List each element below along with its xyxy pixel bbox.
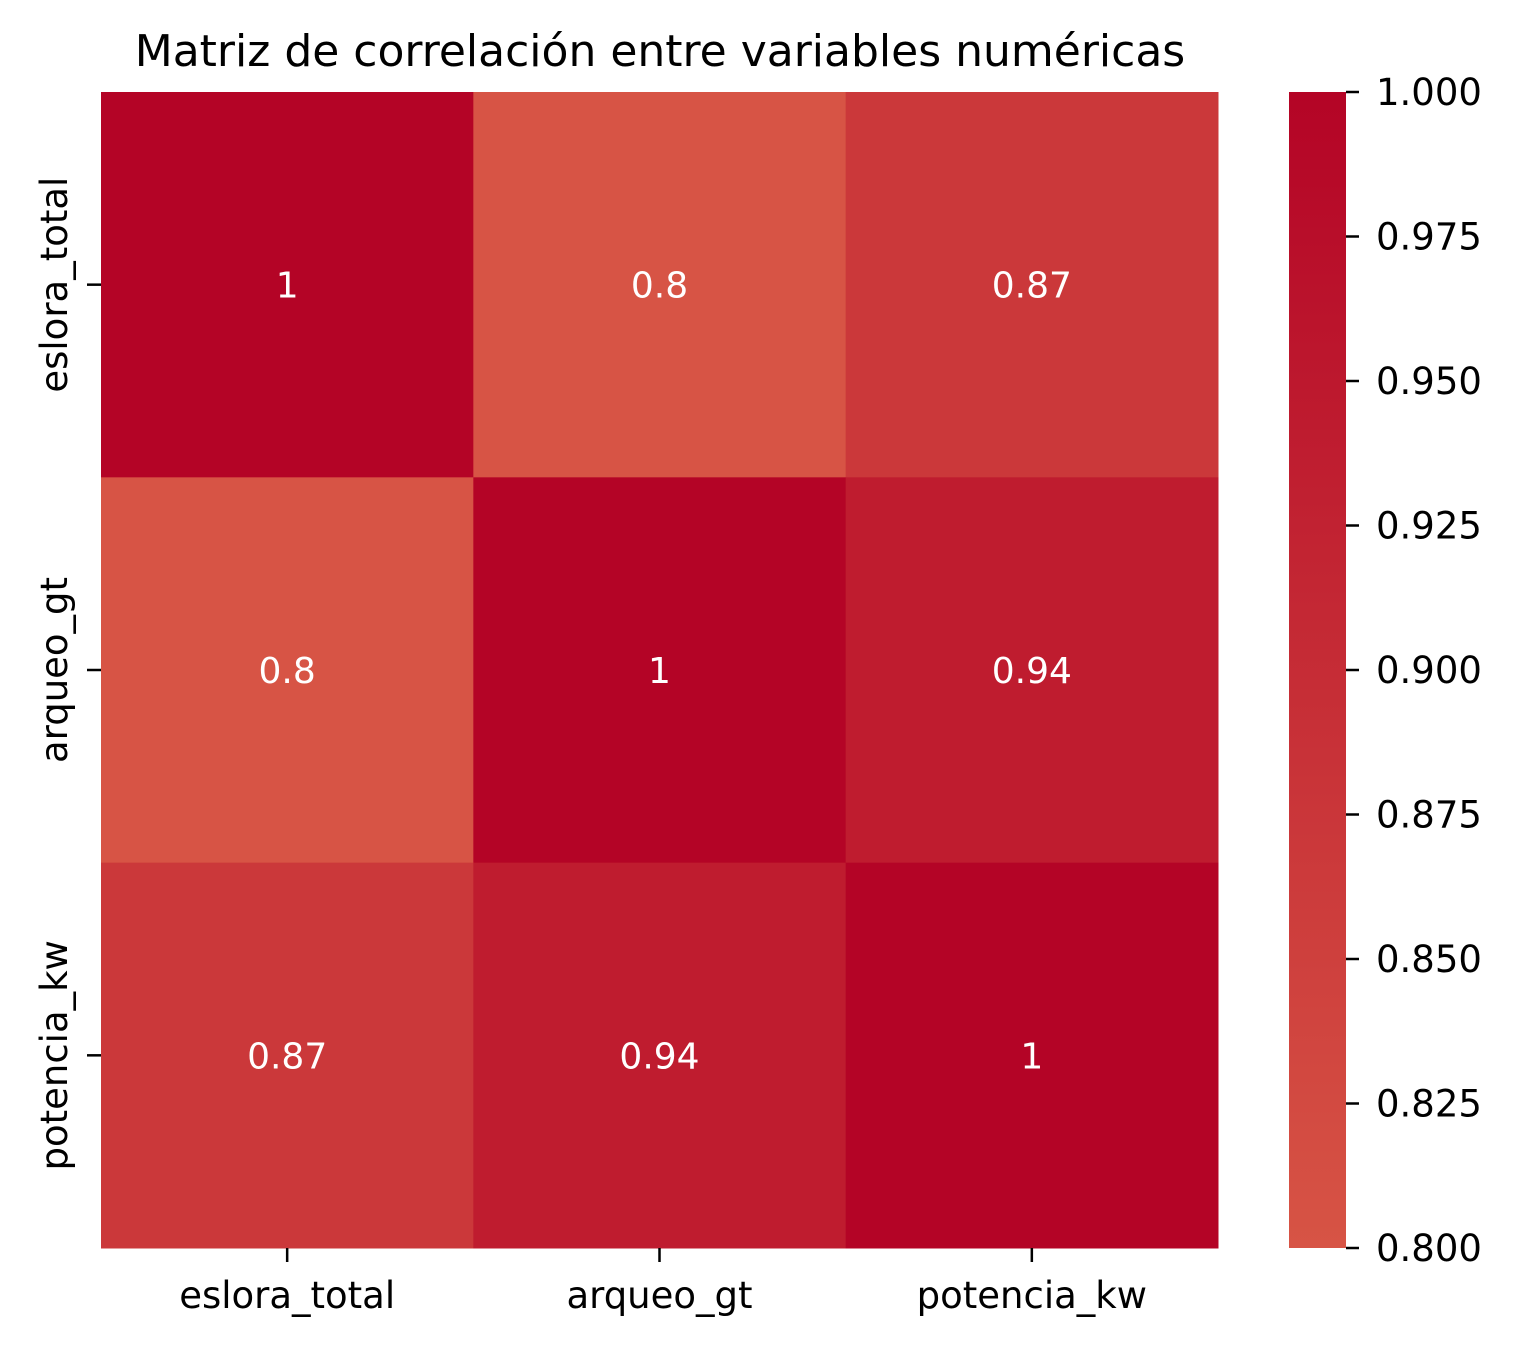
y-tick-label: eslora_total (33, 177, 76, 393)
y-tick-label: arqueo_gt (33, 577, 76, 763)
colorbar-tick-label: 0.900 (1376, 649, 1482, 692)
cell-value-label: 0.94 (619, 1036, 699, 1077)
x-axis: eslora_total arqueo_gt potencia_kw (179, 1248, 1147, 1317)
colorbar-gradient (1289, 92, 1346, 1248)
heatmap-cell (845, 92, 1219, 478)
cell-value-label: 0.8 (259, 651, 316, 692)
cell-value-label: 0.87 (247, 1036, 327, 1077)
colorbar-tick-label: 0.925 (1376, 505, 1482, 548)
y-tick-label: potencia_kw (33, 940, 76, 1170)
cell-value-label: 1 (276, 266, 299, 307)
cell-value-label: 0.87 (992, 266, 1072, 307)
cell-value-label: 0.8 (631, 266, 688, 307)
heatmap-cells: 1 0.8 0.87 0.8 1 0.94 0.87 0.94 1 (101, 92, 1219, 1249)
colorbar-tick-label: 0.875 (1376, 794, 1482, 837)
x-tick-label: eslora_total (179, 1274, 395, 1317)
heatmap-cell (473, 477, 847, 864)
colorbar-tick-label: 1.000 (1376, 71, 1482, 114)
colorbar-tick-label: 0.825 (1376, 1083, 1482, 1126)
y-axis: eslora_total arqueo_gt potencia_kw (33, 177, 101, 1171)
heatmap-cell (101, 477, 474, 864)
chart-title: Matriz de correlación entre variables nu… (135, 26, 1185, 77)
heatmap-cell (101, 862, 474, 1249)
colorbar: 0.800 0.825 0.850 0.875 0.900 0.925 0.950 0.975… (1289, 71, 1482, 1270)
colorbar-tick-label: 0.950 (1376, 360, 1482, 403)
x-tick-label: arqueo_gt (566, 1274, 752, 1317)
heatmap-cell (845, 862, 1219, 1249)
colorbar-tick-label: 0.850 (1376, 938, 1482, 981)
cell-value-label: 0.94 (992, 651, 1072, 692)
heatmap-cell (473, 862, 847, 1249)
heatmap-cell (473, 92, 847, 478)
heatmap-cell (101, 92, 474, 478)
x-tick-label: potencia_kw (917, 1274, 1147, 1317)
cell-value-label: 1 (648, 651, 671, 692)
cell-value-label: 1 (1020, 1036, 1043, 1077)
colorbar-tick-label: 0.800 (1376, 1227, 1482, 1270)
heatmap-cell (845, 477, 1219, 864)
colorbar-tick-label: 0.975 (1376, 216, 1482, 259)
